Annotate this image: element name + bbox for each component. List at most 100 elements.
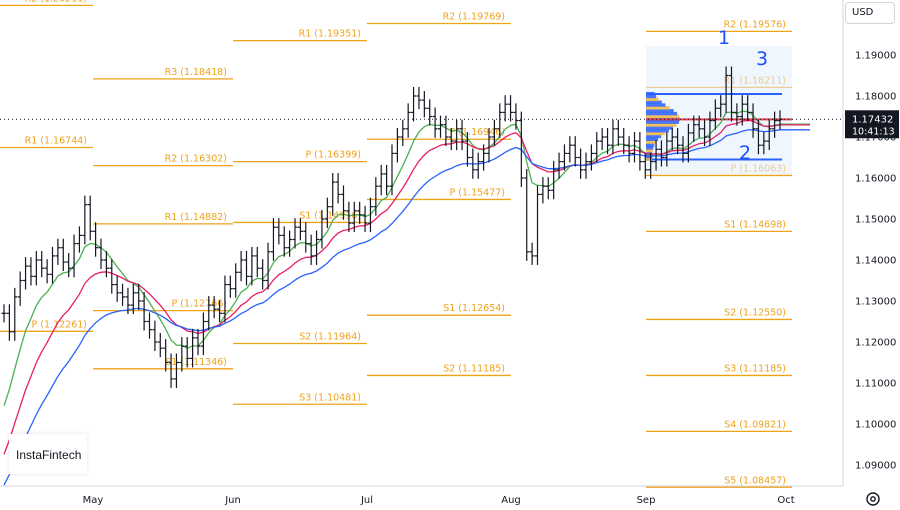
price-bar <box>136 283 142 311</box>
price-bar <box>723 66 729 114</box>
price-bar <box>518 111 524 188</box>
price-bar <box>351 201 357 233</box>
pivot-label: S2 (1.11185) <box>443 363 505 374</box>
annotation-2: 2 <box>739 142 751 164</box>
price-bar <box>33 250 39 286</box>
price-bar <box>195 328 201 356</box>
price-bar <box>497 103 503 138</box>
price-bar <box>71 234 77 278</box>
pivot-label: S3 (1.11185) <box>724 363 786 374</box>
price-bar <box>179 337 185 372</box>
price-bar <box>448 127 454 151</box>
price-bar <box>378 164 384 196</box>
profile-bin <box>646 109 674 113</box>
price-bar <box>357 201 363 224</box>
price-bar <box>276 218 282 245</box>
pivot-label: R1 (1.16744) <box>25 135 87 146</box>
profile-bin <box>646 120 680 124</box>
pivot-label: R1 (1.19351) <box>299 29 361 40</box>
price-bar <box>200 312 206 356</box>
price-bar <box>669 127 675 151</box>
price-bar <box>529 242 535 265</box>
price-bar <box>66 253 72 278</box>
price-bar <box>594 132 600 163</box>
x-tick-label: Aug <box>501 495 521 506</box>
price-bar <box>217 300 223 323</box>
price-bar <box>513 103 519 130</box>
price-bar <box>341 185 346 220</box>
price-bar <box>702 119 708 147</box>
price-bar <box>87 195 93 241</box>
price-bar <box>238 250 244 282</box>
price-bar <box>324 197 330 229</box>
pivot-label: P (1.15477) <box>450 187 505 198</box>
price-bar <box>502 95 508 122</box>
watermark-text: InstaFintech <box>16 448 82 462</box>
price-bar <box>459 119 465 151</box>
price-bar <box>184 337 190 368</box>
price-bar <box>163 339 169 372</box>
pivot-label: R2 (1.20211) <box>25 0 87 4</box>
price-bar <box>599 127 605 151</box>
price-bar <box>443 115 449 147</box>
price-bar <box>411 86 417 122</box>
pivot-label: S4 (1.09821) <box>724 419 786 430</box>
price-bar <box>308 234 314 265</box>
price-bar <box>588 144 594 171</box>
price-bar <box>605 127 611 155</box>
price-bar <box>427 99 433 126</box>
price-bar <box>373 177 379 216</box>
price-bar <box>648 152 654 179</box>
price-bar <box>260 259 266 290</box>
annotation-3: 3 <box>756 48 768 70</box>
pivot-label: P (1.16399) <box>306 150 361 161</box>
price-bar <box>244 250 249 286</box>
profile-bin <box>646 137 659 141</box>
y-tick-label: 1.19000 <box>855 51 896 62</box>
price-bar <box>76 226 82 253</box>
x-tick-label: Oct <box>777 495 794 506</box>
price-bar <box>653 140 659 171</box>
price-bar <box>486 127 492 163</box>
price-bar <box>691 115 697 142</box>
x-tick-label: May <box>83 495 104 506</box>
price-bar <box>464 132 470 167</box>
profile-bin <box>646 100 662 104</box>
price-bar <box>55 238 61 265</box>
price-bar <box>572 136 578 167</box>
pivot-label: S3 (1.10481) <box>299 392 361 403</box>
price-bar <box>481 144 487 171</box>
y-tick-label: 1.13000 <box>855 297 896 308</box>
price-bar <box>249 246 255 286</box>
price-bar <box>98 238 104 270</box>
price-bar <box>17 271 23 306</box>
moving-averages <box>3 110 810 486</box>
price-bar <box>658 140 664 167</box>
price-bar <box>696 115 702 138</box>
price-bar <box>125 287 131 315</box>
pivot-label: R3 (1.18418) <box>165 67 227 78</box>
price-bar <box>50 246 55 284</box>
pivot-label: S1 (1.14698) <box>724 219 786 230</box>
price-bar <box>314 230 320 265</box>
currency-selector[interactable]: USD <box>845 2 895 24</box>
price-bar <box>491 119 497 147</box>
volume-profile <box>646 46 792 174</box>
price-bar <box>556 152 562 179</box>
y-tick-label: 1.11000 <box>855 379 896 390</box>
price-bar <box>454 119 460 151</box>
gear-icon[interactable] <box>864 490 882 508</box>
price-bar <box>265 242 271 290</box>
price-bar <box>621 127 627 155</box>
price-bar <box>44 259 50 284</box>
profile-bin <box>646 111 678 116</box>
price-bar <box>39 250 45 278</box>
price-bar <box>729 66 734 122</box>
price-bar <box>734 103 740 126</box>
price-bars <box>1 66 783 388</box>
y-tick-label: 1.10000 <box>855 420 896 431</box>
annotation-1: 1 <box>718 27 730 49</box>
price-bar <box>130 283 136 315</box>
price-bar <box>109 259 115 294</box>
